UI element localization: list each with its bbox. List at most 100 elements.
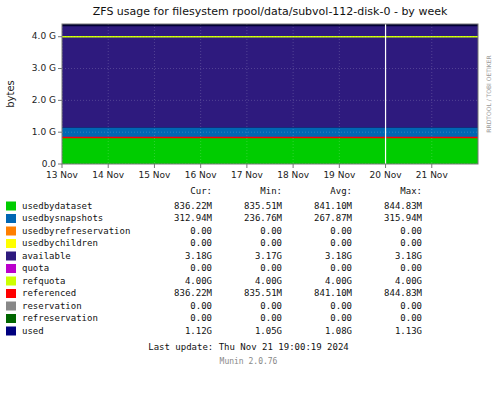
legend-value: 1.13G xyxy=(395,326,422,336)
legend-label: reservation xyxy=(22,301,82,311)
grid-line xyxy=(385,24,386,164)
legend-value: 4.00G xyxy=(325,276,352,286)
legend-value: 236.76M xyxy=(244,213,283,223)
legend-value: 3.18G xyxy=(325,251,352,261)
legend-swatch xyxy=(6,289,16,298)
x-tick xyxy=(108,164,109,168)
area-band xyxy=(62,137,478,164)
y-tick-label: 3.0 G xyxy=(32,63,56,73)
legend-value: 0.00 xyxy=(190,301,212,311)
x-tick-label: 20 Nov xyxy=(370,170,403,180)
grid-line xyxy=(339,24,340,164)
legend-value: 0.00 xyxy=(400,263,422,273)
legend-value: 836.22M xyxy=(174,201,213,211)
legend-value: 0.00 xyxy=(260,301,282,311)
legend-value: 315.94M xyxy=(384,213,423,223)
ticks: 0.01.0 G2.0 G3.0 G4.0 G13 Nov14 Nov15 No… xyxy=(32,31,449,180)
legend-label: usedbysnapshots xyxy=(22,213,103,223)
area-band xyxy=(62,127,478,137)
footer-text: Munin 2.0.76 xyxy=(220,357,278,366)
legend-value: 835.51M xyxy=(244,201,283,211)
footer-text: Last update: Thu Nov 21 19:00:19 2024 xyxy=(148,342,348,352)
grid-line xyxy=(62,100,478,101)
x-tick xyxy=(431,164,432,168)
x-tick-label: 15 Nov xyxy=(138,170,171,180)
legend-value: 312.94M xyxy=(174,213,213,223)
watermark: RRDTOOL / TOBI OETIKER xyxy=(485,55,492,132)
legend-swatch xyxy=(6,327,16,336)
legend-value: 0.00 xyxy=(400,313,422,323)
x-tick xyxy=(339,164,340,168)
legend-value: 0.00 xyxy=(190,313,212,323)
legend-value: 4.00G xyxy=(185,276,212,286)
legend-value: 267.87M xyxy=(314,213,353,223)
legend-value: 4.00G xyxy=(255,276,282,286)
y-tick-label: 2.0 G xyxy=(32,95,56,105)
x-tick xyxy=(62,164,63,168)
legend-swatch xyxy=(6,264,16,273)
area-band xyxy=(62,26,478,127)
legend-label: usedbydataset xyxy=(22,201,92,211)
level-line xyxy=(62,137,478,139)
grid-line xyxy=(154,24,155,164)
x-tick-label: 19 Nov xyxy=(323,170,356,180)
x-tick-label: 13 Nov xyxy=(46,170,79,180)
legend-value: 0.00 xyxy=(260,226,282,236)
grid-line xyxy=(431,24,432,164)
legend-label: quota xyxy=(22,263,49,273)
grid-line xyxy=(200,24,201,164)
legend-value: 0.00 xyxy=(260,263,282,273)
legend-value: 844.83M xyxy=(384,201,423,211)
x-tick xyxy=(154,164,155,168)
grid-line xyxy=(293,24,294,164)
legend-value: 3.17G xyxy=(255,251,282,261)
legend-value: 0.00 xyxy=(330,301,352,311)
legend-swatch xyxy=(6,252,16,261)
x-tick xyxy=(385,164,386,168)
legend-swatch xyxy=(6,202,16,211)
legend-swatch xyxy=(6,277,16,286)
legend-value: 1.08G xyxy=(325,326,352,336)
legend-value: 0.00 xyxy=(190,263,212,273)
marker-line xyxy=(385,24,386,164)
chart: 0.01.0 G2.0 G3.0 G4.0 G13 Nov14 Nov15 No… xyxy=(0,0,497,395)
legend-value: 0.00 xyxy=(190,238,212,248)
legend-value: 0.00 xyxy=(400,226,422,236)
legend-swatch xyxy=(6,239,16,248)
x-tick xyxy=(200,164,201,168)
legend-header: Max: xyxy=(400,186,422,196)
y-tick xyxy=(58,132,62,133)
y-tick-label: 4.0 G xyxy=(32,31,56,41)
legend-value: 3.18G xyxy=(185,251,212,261)
legend-value: 0.00 xyxy=(330,263,352,273)
grid-line xyxy=(62,68,478,69)
legend-header: Cur: xyxy=(190,186,212,196)
plot-background xyxy=(62,24,478,164)
legend-header: Avg: xyxy=(330,186,352,196)
x-tick-label: 17 Nov xyxy=(231,170,264,180)
grid-line xyxy=(62,36,478,37)
y-tick-label: 1.0 G xyxy=(32,127,56,137)
plot-marks xyxy=(62,24,478,164)
legend-header: Min: xyxy=(260,186,282,196)
legend-value: 0.00 xyxy=(260,313,282,323)
y-tick xyxy=(58,164,62,165)
chart-title: ZFS usage for filesystem rpool/data/subv… xyxy=(93,5,448,18)
legend: Cur: Min: Avg: Max: usedbydataset 836.22M 835.… xyxy=(6,186,423,336)
legend-value: 0.00 xyxy=(260,238,282,248)
legend-value: 836.22M xyxy=(174,288,213,298)
legend-value: 0.00 xyxy=(400,238,422,248)
y-tick xyxy=(58,36,62,37)
y-tick xyxy=(58,68,62,69)
level-line xyxy=(62,36,478,38)
legend-value: 1.12G xyxy=(185,326,212,336)
legend-value: 844.83M xyxy=(384,288,423,298)
legend-label: refreservation xyxy=(22,313,98,323)
legend-value: 0.00 xyxy=(400,301,422,311)
legend-value: 841.10M xyxy=(314,288,353,298)
legend-swatch xyxy=(6,314,16,323)
legend-value: 0.00 xyxy=(190,226,212,236)
legend-label: available xyxy=(22,251,71,261)
legend-label: referenced xyxy=(22,288,76,298)
x-tick-label: 18 Nov xyxy=(277,170,310,180)
